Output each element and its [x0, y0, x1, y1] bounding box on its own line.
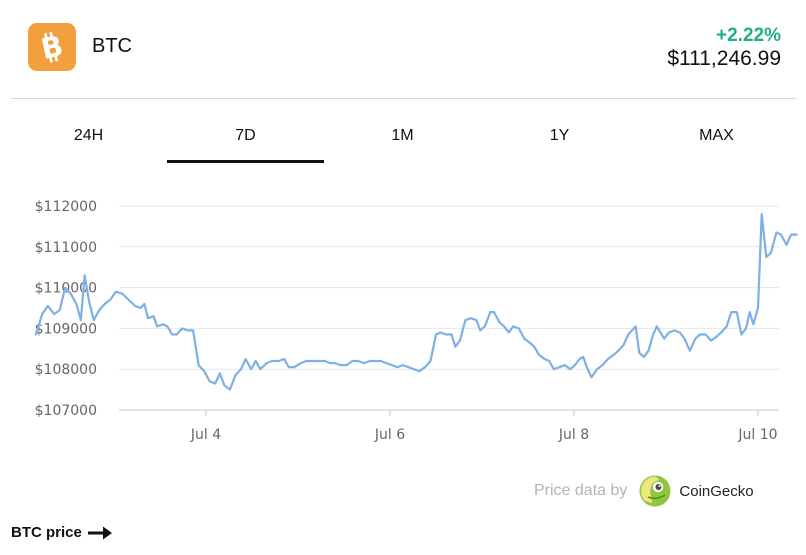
price-change-badge: +2.22%	[716, 25, 781, 46]
bitcoin-icon: B	[28, 23, 76, 71]
btc-price-link[interactable]: BTC price	[11, 524, 112, 541]
coingecko-label[interactable]: CoinGecko	[679, 482, 754, 500]
price-series-line	[34, 213, 798, 391]
timeframe-tabs: 24H 7D 1M 1Y MAX	[10, 110, 796, 164]
coin-symbol: BTC	[92, 35, 132, 57]
price-chart: $112000$111000$110000$109000$108000$1070…	[34, 199, 798, 443]
tab-7d[interactable]: 7D	[167, 110, 324, 163]
tab-max[interactable]: MAX	[699, 127, 734, 144]
coin-header: B BTC +2.22% $111,246.99	[0, 0, 806, 98]
btc-price-link-label: BTC price	[11, 524, 82, 541]
y-tick-label: $112000	[35, 199, 97, 215]
tab-1y[interactable]: 1Y	[549, 127, 570, 144]
y-tick-label: $108000	[35, 362, 97, 378]
coingecko-icon[interactable]	[639, 475, 671, 507]
tab-24h[interactable]: 24H	[73, 127, 104, 144]
y-tick-label: $109000	[35, 321, 97, 337]
attribution-label: Price data by	[534, 482, 628, 499]
header-divider	[11, 98, 796, 99]
arrow-right-icon	[87, 526, 112, 539]
current-price: $111,246.99	[667, 47, 781, 70]
tab-1m[interactable]: 1M	[391, 127, 414, 144]
x-tick-label: Jul 6	[374, 427, 405, 443]
x-tick-label: Jul 4	[190, 427, 221, 443]
x-tick-label: Jul 8	[558, 427, 589, 443]
x-tick-label: Jul 10	[737, 427, 777, 443]
price-attribution: Price data by CoinGecko	[534, 474, 754, 508]
y-tick-label: $111000	[35, 240, 97, 256]
y-tick-label: $107000	[35, 403, 97, 419]
